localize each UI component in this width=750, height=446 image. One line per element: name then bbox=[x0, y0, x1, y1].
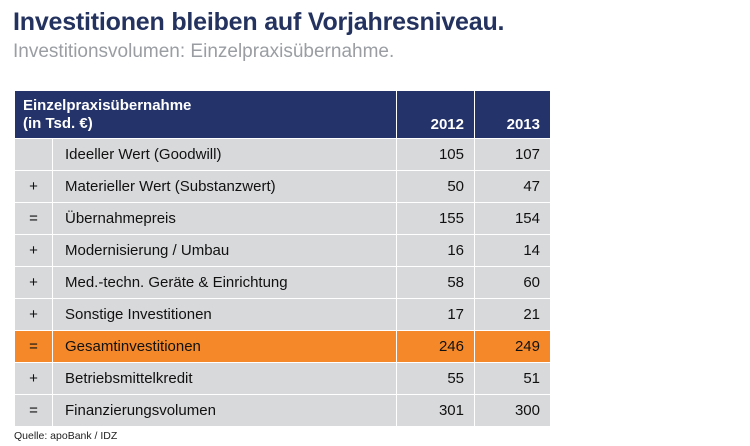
value-2012: 50 bbox=[396, 170, 475, 203]
source-note: Quelle: apoBank / IDZ bbox=[14, 430, 118, 442]
table-row: Ideeller Wert (Goodwill) 105 107 bbox=[14, 138, 551, 171]
value-2012: 58 bbox=[396, 266, 475, 299]
header-label-line2: (in Tsd. €) bbox=[23, 115, 93, 132]
table-row: + Materieller Wert (Substanzwert) 50 47 bbox=[14, 170, 551, 203]
table-body: Ideeller Wert (Goodwill) 105 107 + Materiell… bbox=[14, 138, 551, 427]
row-label: Finanzierungsvolumen bbox=[52, 394, 397, 427]
row-label: Modernisierung / Umbau bbox=[52, 234, 397, 267]
table-row: + Modernisierung / Umbau 16 14 bbox=[14, 234, 551, 267]
table-row: + Betriebsmittelkredit 55 51 bbox=[14, 362, 551, 395]
value-2013: 51 bbox=[474, 362, 551, 395]
row-label: Med.-techn. Geräte & Einrichtung bbox=[52, 266, 397, 299]
value-2013: 47 bbox=[474, 170, 551, 203]
row-label: Ideeller Wert (Goodwill) bbox=[52, 138, 397, 171]
row-label: Materieller Wert (Substanzwert) bbox=[52, 170, 397, 203]
row-label: Übernahmepreis bbox=[52, 202, 397, 235]
value-2013: 249 bbox=[474, 330, 551, 363]
header-label-line1: Einzelpraxisübernahme bbox=[23, 97, 192, 114]
row-operator: = bbox=[14, 330, 53, 363]
row-operator: + bbox=[14, 170, 53, 203]
row-operator: = bbox=[14, 202, 53, 235]
row-operator bbox=[14, 138, 53, 171]
value-2012: 301 bbox=[396, 394, 475, 427]
value-2012: 155 bbox=[396, 202, 475, 235]
row-operator: + bbox=[14, 362, 53, 395]
row-label: Betriebsmittelkredit bbox=[52, 362, 397, 395]
column-header-2012: 2012 bbox=[396, 90, 475, 139]
investment-table: Einzelpraxisübernahme (in Tsd. €) 2012 2… bbox=[14, 90, 551, 427]
value-2012: 16 bbox=[396, 234, 475, 267]
table-header-label: Einzelpraxisübernahme (in Tsd. €) bbox=[14, 90, 397, 139]
table-row: = Gesamtinvestitionen 246 249 bbox=[14, 330, 551, 363]
value-2012: 17 bbox=[396, 298, 475, 331]
value-2012: 246 bbox=[396, 330, 475, 363]
value-2012: 55 bbox=[396, 362, 475, 395]
table-header-row: Einzelpraxisübernahme (in Tsd. €) 2012 2… bbox=[14, 90, 551, 139]
row-operator: + bbox=[14, 266, 53, 299]
row-label: Sonstige Investitionen bbox=[52, 298, 397, 331]
column-header-2013: 2013 bbox=[474, 90, 551, 139]
table-row: = Finanzierungsvolumen 301 300 bbox=[14, 394, 551, 427]
value-2013: 14 bbox=[474, 234, 551, 267]
page-subtitle: Investitionsvolumen: Einzelpraxisübernah… bbox=[13, 41, 395, 62]
row-operator: + bbox=[14, 234, 53, 267]
value-2012: 105 bbox=[396, 138, 475, 171]
value-2013: 154 bbox=[474, 202, 551, 235]
row-operator: = bbox=[14, 394, 53, 427]
value-2013: 300 bbox=[474, 394, 551, 427]
table-row: + Med.-techn. Geräte & Einrichtung 58 60 bbox=[14, 266, 551, 299]
value-2013: 107 bbox=[474, 138, 551, 171]
row-label: Gesamtinvestitionen bbox=[52, 330, 397, 363]
row-operator: + bbox=[14, 298, 53, 331]
table-row: = Übernahmepreis 155 154 bbox=[14, 202, 551, 235]
value-2013: 21 bbox=[474, 298, 551, 331]
page-title: Investitionen bleiben auf Vorjahresnivea… bbox=[13, 8, 505, 36]
table-row: + Sonstige Investitionen 17 21 bbox=[14, 298, 551, 331]
value-2013: 60 bbox=[474, 266, 551, 299]
